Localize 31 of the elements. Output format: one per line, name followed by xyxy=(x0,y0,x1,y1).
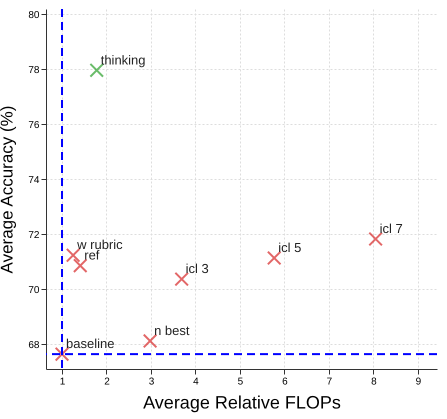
point xyxy=(54,346,70,362)
point xyxy=(368,232,383,246)
annotation: icl 7 xyxy=(380,221,403,236)
x-tick-label: 2 xyxy=(104,376,110,388)
annotation: thinking xyxy=(100,52,146,68)
x-tick-label: 1 xyxy=(60,376,66,388)
y-tick-label: 74 xyxy=(28,174,40,186)
y-tick-label: 68 xyxy=(28,340,40,351)
y-tick-label: 78 xyxy=(28,64,40,76)
annotation: n best xyxy=(154,322,190,338)
annotation: baseline xyxy=(66,336,114,352)
x-tick-label: 6 xyxy=(282,376,288,388)
x-axis-title: Average Relative FLOPs xyxy=(143,392,341,412)
point xyxy=(142,334,158,348)
point xyxy=(174,272,189,286)
annotation: icl 3 xyxy=(186,261,209,276)
point xyxy=(266,250,282,266)
y-tick-label: 72 xyxy=(28,230,40,241)
annotation: icl 5 xyxy=(278,240,302,255)
y-axis-title: Average Accuracy (%) xyxy=(0,106,16,274)
point xyxy=(72,258,88,273)
x-tick-label: 4 xyxy=(193,376,200,388)
x-tick-label: 9 xyxy=(416,376,422,388)
y-tick-label: 80 xyxy=(28,10,40,21)
y-tick-label: 76 xyxy=(28,120,40,131)
x-tick-label: 8 xyxy=(371,376,378,388)
y-tick-label: 70 xyxy=(28,284,40,296)
x-tick-label: 3 xyxy=(148,376,155,388)
x-tick-label: 5 xyxy=(238,376,244,388)
point xyxy=(66,248,80,263)
x-tick-label: 7 xyxy=(326,376,333,388)
